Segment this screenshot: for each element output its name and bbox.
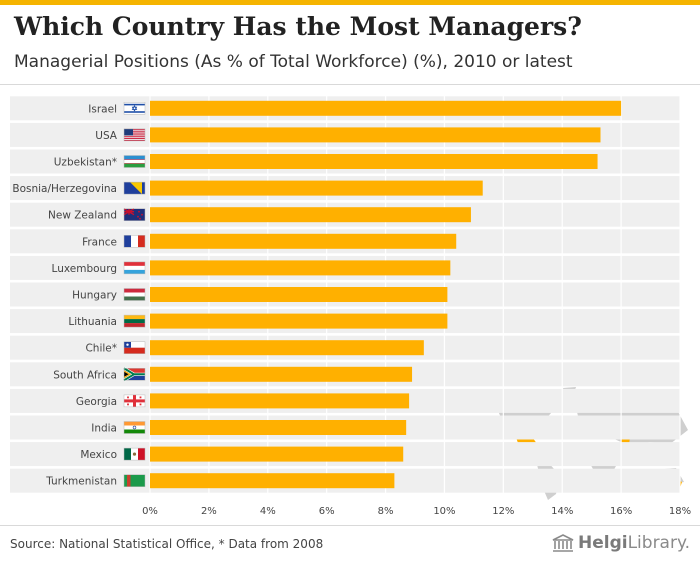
bar-mexico	[150, 446, 404, 462]
bar-israel	[150, 100, 622, 116]
category-label: USA	[95, 130, 118, 142]
new-zealand-flag	[123, 208, 146, 221]
header-divider	[0, 84, 700, 85]
south-africa-flag	[123, 366, 146, 382]
x-tick-label: 8%	[378, 506, 394, 517]
library-icon	[552, 534, 574, 552]
category-label: South Africa	[53, 369, 117, 381]
category-label: Lithuania	[68, 316, 117, 328]
bar-hungary	[150, 287, 448, 302]
mexico-flag	[123, 447, 146, 461]
bar-new-zealand	[150, 207, 471, 223]
accent-bar	[0, 0, 700, 5]
category-label: Chile*	[85, 343, 117, 355]
bar-turkmenistan	[150, 473, 395, 489]
uzbekistan-flag	[123, 155, 146, 168]
category-label: New Zealand	[48, 210, 117, 222]
category-label: Bosnia/Herzegovina	[12, 183, 117, 195]
category-label: France	[82, 236, 117, 248]
france-flag	[123, 235, 146, 248]
bar-chart: Israel USA Uzbekistan* Bosnia/Herzegovina Ne…	[10, 95, 691, 517]
page-title: Which Country Has the Most Managers?	[14, 12, 582, 41]
brand-name-strong: Helgi	[577, 533, 628, 553]
category-label: Turkmenistan	[45, 476, 117, 488]
x-tick-label: 16%	[610, 506, 632, 517]
georgia-flag	[123, 394, 146, 408]
category-label: India	[91, 423, 117, 435]
category-label: Mexico	[80, 449, 117, 461]
luxembourg-flag	[123, 261, 146, 275]
israel-flag	[123, 102, 146, 115]
brand-logo: HelgiLibrary.	[552, 530, 690, 556]
x-tick-label: 6%	[319, 506, 335, 517]
bar-chile	[150, 340, 424, 356]
bar-uzbekistan	[150, 154, 598, 169]
chile-flag	[123, 341, 146, 354]
x-tick-label: 12%	[492, 506, 514, 517]
usa-flag	[123, 128, 146, 142]
india-flag	[123, 421, 146, 434]
category-label: Georgia	[76, 396, 117, 408]
category-label: Hungary	[72, 290, 117, 302]
bar-india	[150, 420, 407, 435]
hungary-flag	[123, 288, 146, 301]
x-tick-label: 0%	[142, 506, 158, 517]
bar-luxembourg	[150, 260, 451, 276]
x-tick-label: 14%	[551, 506, 573, 517]
bar-lithuania	[150, 313, 448, 329]
x-tick-label: 2%	[201, 506, 217, 517]
bosnia-flag	[123, 181, 146, 195]
category-label: Israel	[88, 103, 117, 115]
x-tick-label: 10%	[433, 506, 455, 517]
page-subtitle: Managerial Positions (As % of Total Work…	[14, 52, 573, 72]
bar-bosnia-herzegovina	[150, 180, 483, 196]
bar-georgia	[150, 393, 410, 409]
x-tick-label: 18%	[669, 506, 691, 517]
footer-divider	[0, 525, 700, 526]
category-label: Uzbekistan*	[54, 157, 117, 169]
turkmenistan-flag	[123, 474, 146, 487]
brand-name-rest: Library.	[627, 533, 690, 553]
bar-south-africa	[150, 366, 413, 382]
category-label: Luxembourg	[52, 263, 117, 275]
bar-usa	[150, 127, 601, 143]
source-note: Source: National Statistical Office, * D…	[10, 537, 324, 551]
bar-france	[150, 233, 457, 249]
x-tick-label: 4%	[260, 506, 276, 517]
lithuania-flag	[123, 314, 146, 328]
